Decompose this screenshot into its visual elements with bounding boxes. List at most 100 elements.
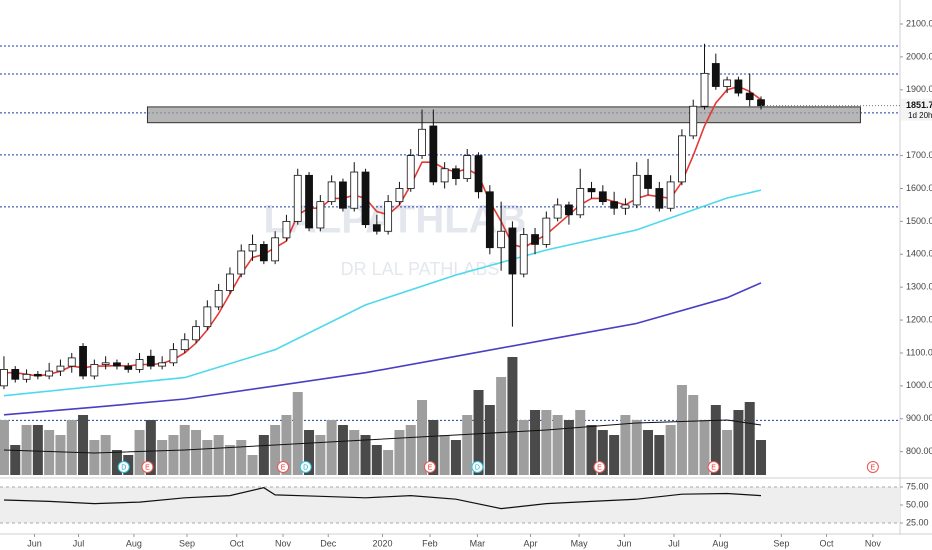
volume-bar [609,435,620,475]
event-label: E [597,464,602,471]
event-label: E [428,464,433,471]
candle-body [598,191,607,203]
y-tick-label: 1200.00 [906,314,932,324]
candle-body [350,171,359,209]
candle-body [293,174,302,222]
rsi-line [3,487,762,510]
x-tick-label: Apr [524,538,538,548]
volume-bar [89,440,100,475]
volume-bar [552,415,563,475]
volume-bar [315,435,326,475]
candle-body [406,155,415,189]
volume-bar [281,415,292,475]
volume-bar [699,420,710,475]
candle-body [90,364,99,377]
x-tick-label: Jul [73,538,85,548]
x-tick-label: Nov [865,538,882,548]
x-tick-label: Jul [668,538,680,548]
candle-body [101,362,110,365]
candle-body [655,188,664,209]
volume-bar [586,425,597,475]
candle-body [67,357,76,367]
volume-bar [676,385,687,475]
volume-bar [710,405,721,475]
y-tick-label: 1500.00 [906,216,932,226]
volume-bar [462,415,473,475]
candle-body [678,135,686,183]
candle-body [757,99,765,107]
volume-bar [258,435,269,475]
volume-bar [32,425,43,475]
volume-bar [292,392,303,475]
volume-bar [44,430,55,475]
candle-body [135,359,144,370]
volume-bar [507,357,518,475]
candle-body [146,355,155,367]
candle-body [519,234,528,275]
volume-bar [55,435,66,475]
volume-bar [168,435,179,475]
candle-body [33,373,42,377]
volume-bar [575,410,586,475]
candle-body [576,188,585,216]
candle-body [22,373,31,380]
y-tick-label: 1300.00 [906,282,932,292]
volume-bar [620,415,631,475]
event-marker [117,461,130,473]
volume-bar [224,445,235,475]
candle-body [485,191,494,249]
volume-bar [439,435,450,475]
volume-bar [111,450,122,475]
candle-body [553,204,562,219]
candle-body [452,168,460,180]
event-marker [593,461,606,473]
event-marker [866,461,879,473]
rsi-tick-label: 75.00 [906,481,929,491]
volume-bar [247,455,258,475]
moving-average [3,282,762,416]
candle-body [745,92,754,101]
rsi-tick-label: 25.00 [906,517,929,527]
candle-body [305,174,313,229]
event-label: D [475,464,480,471]
volume-bar [541,410,552,475]
candle-body [418,128,426,156]
candle-body [180,339,189,351]
candle-body [214,290,223,308]
rsi-band [0,486,900,523]
candle-body [508,227,517,275]
x-tick-label: Aug [712,538,728,548]
volume-bar [66,420,77,475]
event-marker [423,461,436,473]
candle-body [11,369,20,380]
candle-body [542,217,551,245]
volume-bar [394,430,405,475]
candle-body [124,365,133,370]
event-label: E [145,464,150,471]
x-tick-label: Dec [320,538,337,548]
volume-bar [360,435,371,475]
candle-body [610,201,619,209]
candle-body [395,188,404,203]
volume-bar [484,405,495,475]
y-tick-label: 1400.00 [906,249,932,259]
volume-ma [3,419,762,454]
volume-bar [0,420,9,475]
last-price-label: 1851.75 [906,100,932,110]
volume-bar [78,415,89,475]
volume-bar [722,430,733,475]
event-label: E [871,464,876,471]
candle-body [361,171,370,226]
volume-bar [371,445,382,475]
zone [146,106,861,124]
x-tick-label: 2020 [372,538,392,548]
candle-body [316,201,325,229]
y-tick-label: 800.00 [906,446,932,456]
volume-bar [733,410,744,475]
volume-bar [383,450,394,475]
x-tick-label: Oct [230,538,245,548]
volume-bar [496,377,507,475]
countdown-label: 1d 20h [908,111,932,120]
candle-body [158,362,167,367]
